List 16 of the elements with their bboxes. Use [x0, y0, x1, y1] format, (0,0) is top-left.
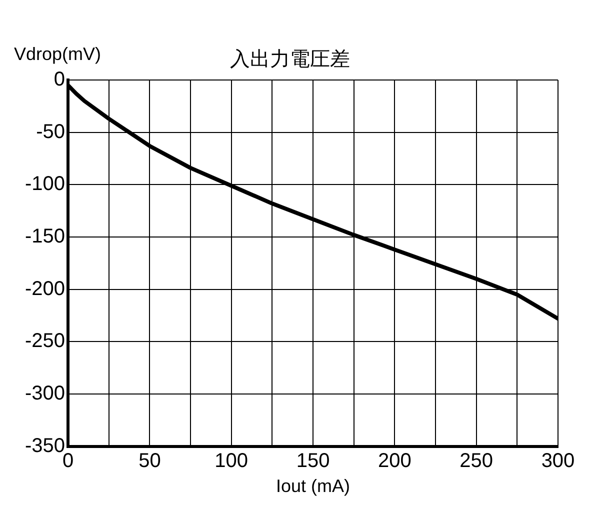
x-axis-title: Iout (mA) — [276, 476, 350, 496]
y-tick-label: -250 — [25, 330, 66, 352]
x-tick-label: 50 — [138, 450, 161, 472]
y-tick-label: -100 — [25, 173, 66, 196]
x-tick-label: 150 — [296, 450, 330, 472]
chart-title: 入出力電圧差 — [230, 48, 350, 71]
x-tick-label: 100 — [214, 450, 248, 472]
x-tick-label: 250 — [460, 450, 494, 472]
y-tick-label: -200 — [25, 278, 66, 300]
x-tick-label: 300 — [541, 450, 575, 472]
y-tick-label: -150 — [25, 226, 66, 248]
y-tick-label: 0 — [54, 68, 66, 91]
y-tick-label: -50 — [36, 120, 66, 143]
x-tick-label: 200 — [378, 450, 412, 472]
y-tick-label: -300 — [25, 382, 66, 405]
y-axis-title: Vdrop(mV) — [14, 44, 102, 64]
